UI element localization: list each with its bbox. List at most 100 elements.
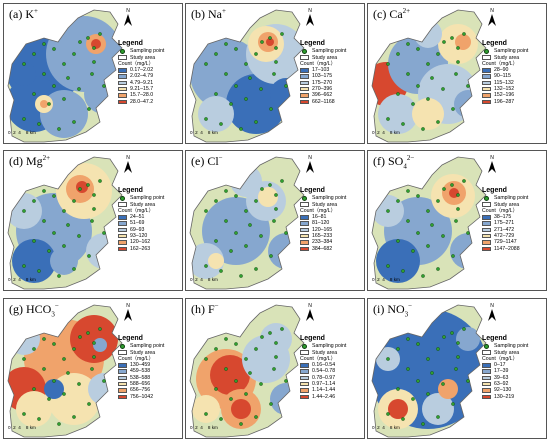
sampling-point (274, 341, 278, 345)
concentration-zone (454, 90, 482, 118)
sampling-point (214, 199, 218, 203)
concentration-zone (12, 239, 56, 283)
legend-class: 196–287 (482, 99, 528, 105)
sampling-point (204, 357, 208, 361)
panel-title: (c) Ca2+ (373, 7, 410, 22)
sampling-point (214, 239, 218, 243)
legend-class: 120–165 (300, 227, 346, 233)
concentration-surface (372, 309, 486, 429)
sampling-point (441, 87, 445, 91)
legend-count-unit: Count（mg/L） (482, 207, 518, 214)
study-area-border (7, 304, 123, 438)
legend-count-unit: Count（mg/L） (118, 355, 154, 362)
legend: Legend Sampling point Study area Count（mg/L… (482, 40, 528, 105)
legend-class: 92–130 (482, 387, 528, 393)
legend-class: 69–93 (118, 227, 164, 233)
sampling-point (416, 379, 420, 383)
sampling-point (396, 92, 400, 96)
legend-count-unit: Count（mg/L） (300, 207, 336, 214)
legend-label: Sampling point (312, 48, 347, 55)
sampling-point (239, 422, 243, 426)
sampling-point (224, 337, 228, 341)
study-area-swatch (482, 350, 491, 355)
study-area-swatch (482, 202, 491, 207)
panel-title-element: (a) K (9, 7, 34, 21)
legend-swatch (300, 394, 309, 400)
legend-class: 396–662 (300, 92, 346, 98)
panel-title-subscript: 3 (404, 310, 409, 319)
legend-class-label: 656–756 (130, 387, 151, 394)
concentration-zone (455, 34, 471, 50)
legend-class: 162–263 (118, 246, 164, 252)
sampling-point (451, 254, 455, 258)
legend-class-label: 162–263 (130, 245, 151, 252)
panel-title-element: (c) Ca (373, 7, 403, 21)
sampling-point (72, 120, 76, 124)
study-area-border (189, 156, 305, 290)
legend-swatch (118, 74, 127, 79)
sampling-point (426, 392, 430, 396)
scale-bar: 0 2 4 8 km (190, 130, 218, 135)
study-area-border (189, 304, 305, 438)
sampling-point (456, 46, 460, 50)
sampling-point (92, 60, 96, 64)
legend-class: 39–63 (482, 375, 528, 381)
legend-class-label: 28–90 (494, 67, 509, 74)
sampling-point (442, 187, 446, 191)
legend-class: 51–69 (118, 220, 164, 226)
sampling-point (421, 422, 425, 426)
sampling-point (52, 379, 56, 383)
legend-label: Study area (494, 349, 520, 356)
scale-label: 0 2 4 8 km (8, 277, 36, 282)
sampling-point (396, 199, 400, 203)
legend-label: Sampling point (312, 195, 347, 202)
legend-title: Legend (482, 40, 507, 47)
sampling-point (234, 84, 238, 88)
concentration-zone (270, 383, 302, 415)
north-label: N (308, 303, 312, 309)
legend-class-label: 0.97–1.14 (312, 381, 336, 388)
sampling-point (86, 183, 90, 187)
legend-class: 152–196 (482, 92, 528, 98)
legend-class-label: 0.16–0.54 (312, 362, 336, 369)
sampling-point (260, 187, 264, 191)
sampling-point (259, 234, 263, 238)
legend-title: Legend (300, 335, 325, 342)
study-area-swatch (118, 202, 127, 207)
scale-bar: 0 2 4 8 km (8, 425, 36, 430)
legend: Legend Sampling point Study area Count（mg/L… (118, 40, 164, 105)
legend-class-label: 196–287 (494, 98, 515, 105)
panel-title-charge: 2− (406, 154, 415, 162)
panel-title: (b) Na+ (191, 7, 226, 22)
legend-class: 165–233 (300, 233, 346, 239)
sampling-point (411, 397, 415, 401)
concentration-zone (192, 395, 220, 423)
map-svg (7, 304, 123, 438)
legend-swatch (482, 394, 491, 400)
sampling-point (224, 72, 228, 76)
sampling-point (260, 335, 264, 339)
legend-title: Legend (300, 40, 325, 47)
sampling-point (401, 122, 405, 126)
concentration-zone (450, 233, 486, 269)
sampling-point (442, 335, 446, 339)
north-label: N (490, 303, 494, 309)
legend: Legend Sampling point Study area Count（mg/L… (300, 187, 347, 252)
sampling-point (401, 269, 405, 273)
legend-title: Legend (482, 187, 507, 194)
sampling-point (401, 417, 405, 421)
legend-class: 130–219 (482, 394, 528, 400)
legend-swatch (482, 381, 491, 387)
legend-class: 15.7–28.0 (118, 92, 164, 98)
legend-class-label: 175–271 (494, 220, 515, 227)
north-arrow-icon: N (124, 303, 132, 321)
concentration-zone (76, 181, 88, 193)
legend-swatch (300, 215, 309, 220)
map-svg (371, 304, 487, 438)
legend-swatch (482, 221, 491, 226)
scale-label: 0 2 4 8 km (190, 277, 218, 282)
legend-class: 103–175 (300, 73, 346, 79)
sampling-point (456, 60, 460, 64)
legend-title: Legend (300, 187, 325, 194)
sampling-point (441, 234, 445, 238)
